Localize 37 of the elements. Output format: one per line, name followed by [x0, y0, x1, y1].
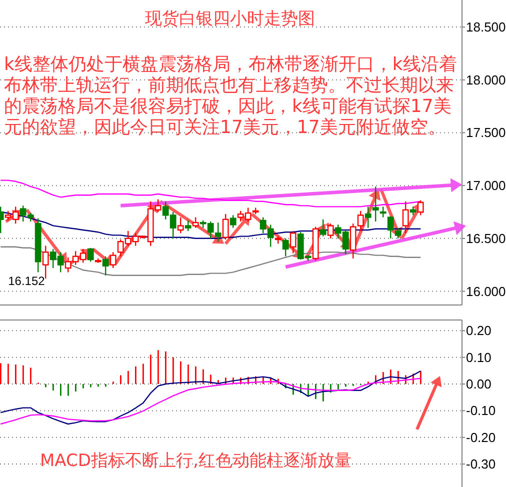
candlestick	[290, 230, 296, 254]
y-tick-label: 0.00	[466, 376, 492, 392]
candlestick	[110, 252, 116, 269]
candlestick	[394, 227, 402, 240]
y-tick-label: 18.000	[466, 72, 506, 88]
candlestick	[222, 214, 229, 240]
annotation: MACD指标不断上行,红色动能柱逐渐放量	[40, 451, 352, 471]
y-tick-label: 0.10	[466, 350, 492, 365]
candlestick	[380, 206, 386, 218]
annotation: k线整体仍处于横盘震荡格局，布林带逐渐开口，k线沿着布林带上轨运行，前期低点也有上移趋势。不过长期以来的震荡格局不是很容易打破，因此，k线可能有试探17美元的欲望，因此今日可关注17美元，17美元附近做空。	[4, 54, 458, 138]
candlestick	[364, 206, 372, 228]
annotation: 16.152	[8, 274, 46, 288]
candlestick	[320, 218, 326, 237]
candlestick	[192, 216, 199, 228]
candlestick	[417, 200, 424, 216]
candlestick	[402, 200, 409, 234]
y-tick-label: -0.30	[466, 456, 496, 472]
y-tick-label: 16.500	[466, 230, 506, 246]
candlestick	[177, 216, 184, 234]
candlestick	[102, 256, 109, 276]
y-tick-label: 18.500	[466, 20, 506, 35]
candlestick	[184, 220, 192, 232]
y-tick-label: 16.000	[466, 284, 506, 299]
y-tick-label: 17.500	[466, 125, 506, 140]
y-tick-label: -0.20	[466, 430, 496, 445]
candlestick	[282, 238, 289, 257]
y-tick-label: 0.20	[466, 323, 492, 338]
candlestick	[214, 222, 222, 242]
line-series	[0, 246, 422, 276]
text: 现货白银四小时走势图	[145, 9, 315, 29]
candlestick	[230, 214, 236, 228]
y-tick-label: 17.000	[466, 178, 506, 194]
candlestick	[387, 216, 394, 240]
candlestick	[327, 223, 334, 240]
candlestick	[372, 186, 379, 222]
y-tick-label: -0.10	[466, 403, 496, 418]
candlestick	[87, 247, 94, 262]
